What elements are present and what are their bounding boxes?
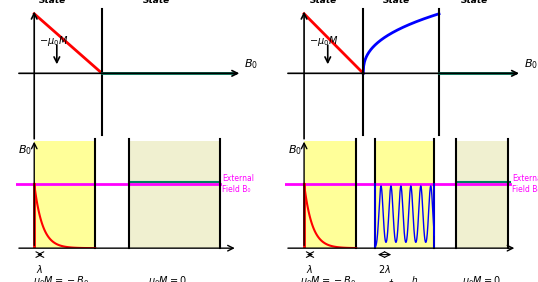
- Text: $\mu_0 M=0$: $\mu_0 M=0$: [148, 274, 187, 282]
- Text: External
Field B₀: External Field B₀: [222, 174, 254, 193]
- Text: $\mu_0 M=-B_0$: $\mu_0 M=-B_0$: [33, 274, 89, 282]
- Text: $\lambda$: $\lambda$: [36, 263, 44, 275]
- Text: Mixed
State: Mixed State: [381, 0, 412, 5]
- Text: $B_0$: $B_0$: [524, 57, 538, 71]
- Text: External
Field B₀: External Field B₀: [512, 174, 538, 193]
- Text: $\mu_0 M=-B_0$: $\mu_0 M=-B_0$: [300, 274, 356, 282]
- Text: $\phi_0=\dfrac{h}{2e}$: $\phi_0=\dfrac{h}{2e}$: [387, 274, 422, 282]
- Text: $2\lambda$: $2\lambda$: [378, 263, 391, 275]
- Text: Meissner
State: Meissner State: [29, 0, 75, 5]
- Text: Resistive
State: Resistive State: [133, 0, 179, 5]
- Text: $B_0$: $B_0$: [287, 143, 301, 157]
- Bar: [375, 141, 434, 248]
- Text: $B_0$: $B_0$: [244, 57, 258, 71]
- Bar: [129, 141, 220, 248]
- Bar: [34, 141, 95, 248]
- Bar: [304, 141, 356, 248]
- Text: $-\mu_0 M$: $-\mu_0 M$: [39, 34, 68, 48]
- Text: $\mathbf{B_0}$: $\mathbf{B_0}$: [536, 187, 538, 202]
- Text: Meissner
State: Meissner State: [300, 0, 346, 5]
- Text: $B_0$: $B_0$: [18, 143, 32, 157]
- Bar: [456, 141, 508, 248]
- Text: $-\mu_0 M$: $-\mu_0 M$: [309, 34, 338, 48]
- Text: $\mu_0 M=0$: $\mu_0 M=0$: [462, 274, 501, 282]
- Text: Resistive
State: Resistive State: [451, 0, 498, 5]
- Text: $\lambda$: $\lambda$: [307, 263, 314, 275]
